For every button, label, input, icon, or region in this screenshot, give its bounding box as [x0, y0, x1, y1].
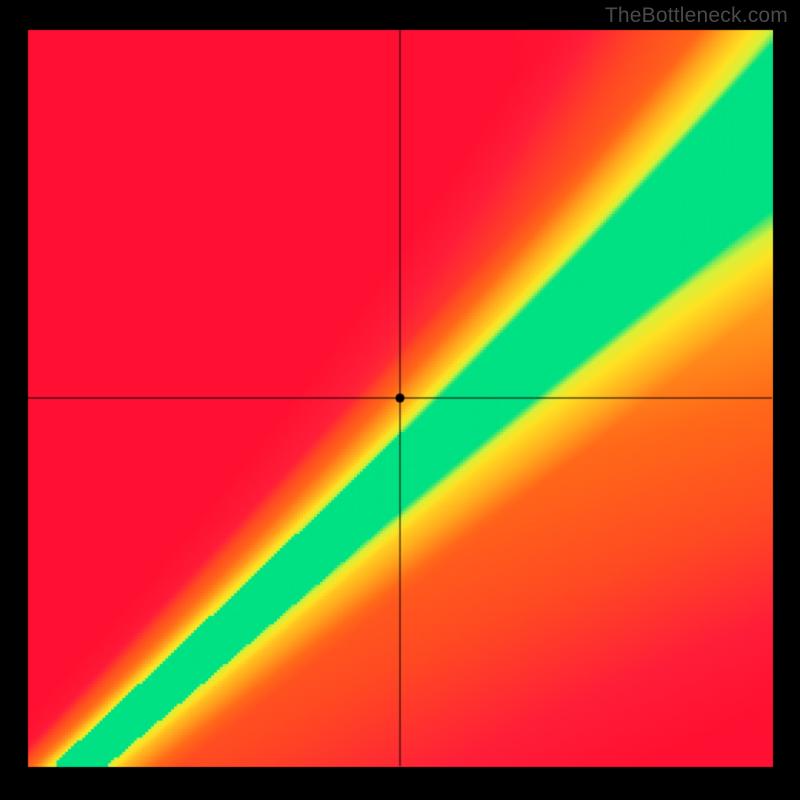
heatmap-canvas — [0, 0, 800, 800]
watermark-text: TheBottleneck.com — [605, 4, 788, 28]
